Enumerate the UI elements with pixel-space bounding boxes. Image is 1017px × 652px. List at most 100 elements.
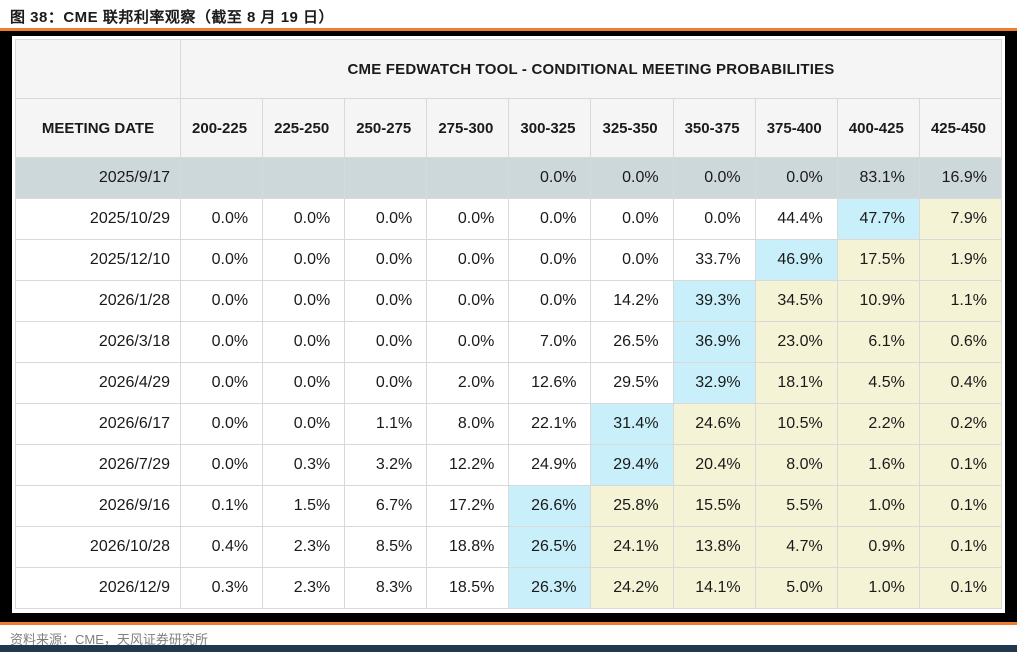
probability-cell: 18.8% <box>426 526 510 568</box>
probability-cell: 8.3% <box>344 567 428 609</box>
probability-cell: 20.4% <box>672 444 756 486</box>
meeting-date-cell: 2025/9/17 <box>15 157 181 199</box>
probability-cell: 24.9% <box>508 444 592 486</box>
probability-cell: 0.1% <box>918 526 1003 568</box>
meeting-date-header: MEETING DATE <box>15 98 181 158</box>
probability-cell <box>262 157 346 199</box>
column-header-375-400: 375-400 <box>754 98 838 158</box>
probability-cell: 17.2% <box>426 485 510 527</box>
probability-cell <box>426 157 510 199</box>
table-inner: CME FEDWATCH TOOL - CONDITIONAL MEETING … <box>12 36 1005 613</box>
meeting-date-cell: 2026/10/28 <box>15 526 181 568</box>
probability-cell: 14.2% <box>590 280 674 322</box>
meeting-date-cell: 2025/12/10 <box>15 239 181 281</box>
probability-cell: 0.4% <box>918 362 1003 404</box>
probability-cell: 0.1% <box>179 485 264 527</box>
probability-cell: 10.9% <box>836 280 920 322</box>
probability-cell: 31.4% <box>590 403 674 445</box>
probability-cell: 29.5% <box>590 362 674 404</box>
fedwatch-table: CME FEDWATCH TOOL - CONDITIONAL MEETING … <box>15 39 1003 609</box>
meeting-date-cell: 2025/10/29 <box>15 198 181 240</box>
probability-cell: 0.0% <box>179 403 264 445</box>
probability-cell: 17.5% <box>836 239 920 281</box>
probability-cell: 0.0% <box>672 157 756 199</box>
probability-cell: 0.0% <box>262 362 346 404</box>
table-row: 2026/9/16 0.1% 1.5% 6.7% 17.2% 26.6% 25.8% 15.5… <box>15 485 1003 527</box>
probability-cell: 0.0% <box>262 403 346 445</box>
probability-cell: 16.9% <box>918 157 1003 199</box>
probability-cell: 36.9% <box>672 321 756 363</box>
column-header-200-225: 200-225 <box>179 98 264 158</box>
probability-cell: 2.3% <box>262 567 346 609</box>
probability-cell: 0.0% <box>344 362 428 404</box>
top-orange-divider <box>0 28 1017 31</box>
probability-cell: 1.6% <box>836 444 920 486</box>
probability-cell: 8.0% <box>754 444 838 486</box>
probability-cell: 26.5% <box>590 321 674 363</box>
column-header-275-300: 275-300 <box>426 98 510 158</box>
probability-cell: 0.3% <box>179 567 264 609</box>
probability-cell: 0.0% <box>344 280 428 322</box>
probability-cell: 0.0% <box>590 239 674 281</box>
probability-cell: 8.5% <box>344 526 428 568</box>
probability-cell: 0.0% <box>508 157 592 199</box>
table-row: 2026/3/18 0.0% 0.0% 0.0% 0.0% 7.0% 26.5% 36.9% 2… <box>15 321 1003 363</box>
probability-cell: 8.0% <box>426 403 510 445</box>
column-header-350-375: 350-375 <box>672 98 756 158</box>
probability-cell: 13.8% <box>672 526 756 568</box>
probability-cell: 24.1% <box>590 526 674 568</box>
probability-cell: 1.0% <box>836 567 920 609</box>
probability-cell: 0.6% <box>918 321 1003 363</box>
probability-cell: 3.2% <box>344 444 428 486</box>
probability-cell: 26.6% <box>508 485 592 527</box>
bottom-orange-divider <box>0 622 1017 625</box>
probability-cell: 0.0% <box>179 362 264 404</box>
probability-cell: 0.0% <box>754 157 838 199</box>
probability-cell: 18.1% <box>754 362 838 404</box>
probability-cell: 0.2% <box>918 403 1003 445</box>
probability-cell: 0.4% <box>179 526 264 568</box>
table-row: 2026/7/29 0.0% 0.3% 3.2% 12.2% 24.9% 29.4% 20.4… <box>15 444 1003 486</box>
probability-cell: 6.1% <box>836 321 920 363</box>
corner-cell <box>15 39 181 99</box>
bottom-bar <box>0 645 1017 652</box>
probability-cell: 0.0% <box>262 321 346 363</box>
probability-cell: 0.0% <box>426 198 510 240</box>
probability-cell: 47.7% <box>836 198 920 240</box>
table-row: 2026/4/29 0.0% 0.0% 0.0% 2.0% 12.6% 29.5% 32.9%… <box>15 362 1003 404</box>
probability-cell: 0.0% <box>508 198 592 240</box>
column-header-225-250: 225-250 <box>262 98 346 158</box>
probability-cell: 12.2% <box>426 444 510 486</box>
probability-cell: 33.7% <box>672 239 756 281</box>
meeting-date-cell: 2026/12/9 <box>15 567 181 609</box>
probability-cell: 46.9% <box>754 239 838 281</box>
probability-cell: 1.0% <box>836 485 920 527</box>
probability-cell: 32.9% <box>672 362 756 404</box>
probability-cell: 83.1% <box>836 157 920 199</box>
probability-cell <box>344 157 428 199</box>
table-row: 2026/6/17 0.0% 0.0% 1.1% 8.0% 22.1% 31.4% 24.6%… <box>15 403 1003 445</box>
column-header-250-275: 250-275 <box>344 98 428 158</box>
figure-title: 图 38：CME 联邦利率观察（截至 8 月 19 日） <box>10 9 335 26</box>
probability-cell: 0.0% <box>179 444 264 486</box>
probability-cell: 18.5% <box>426 567 510 609</box>
probability-cell: 1.9% <box>918 239 1003 281</box>
probability-cell: 10.5% <box>754 403 838 445</box>
probability-cell: 2.0% <box>426 362 510 404</box>
probability-cell: 0.0% <box>426 239 510 281</box>
probability-cell: 0.0% <box>262 280 346 322</box>
probability-cell: 0.0% <box>179 321 264 363</box>
meeting-date-cell: 2026/3/18 <box>15 321 181 363</box>
probability-cell: 0.1% <box>918 567 1003 609</box>
probability-cell: 22.1% <box>508 403 592 445</box>
probability-cell: 15.5% <box>672 485 756 527</box>
probability-cell: 0.0% <box>508 280 592 322</box>
probability-cell: 2.2% <box>836 403 920 445</box>
probability-cell: 25.8% <box>590 485 674 527</box>
probability-cell: 5.5% <box>754 485 838 527</box>
probability-cell: 0.0% <box>672 198 756 240</box>
probability-cell: 7.0% <box>508 321 592 363</box>
probability-cell: 24.6% <box>672 403 756 445</box>
probability-cell: 0.0% <box>179 239 264 281</box>
probability-cell: 0.1% <box>918 444 1003 486</box>
